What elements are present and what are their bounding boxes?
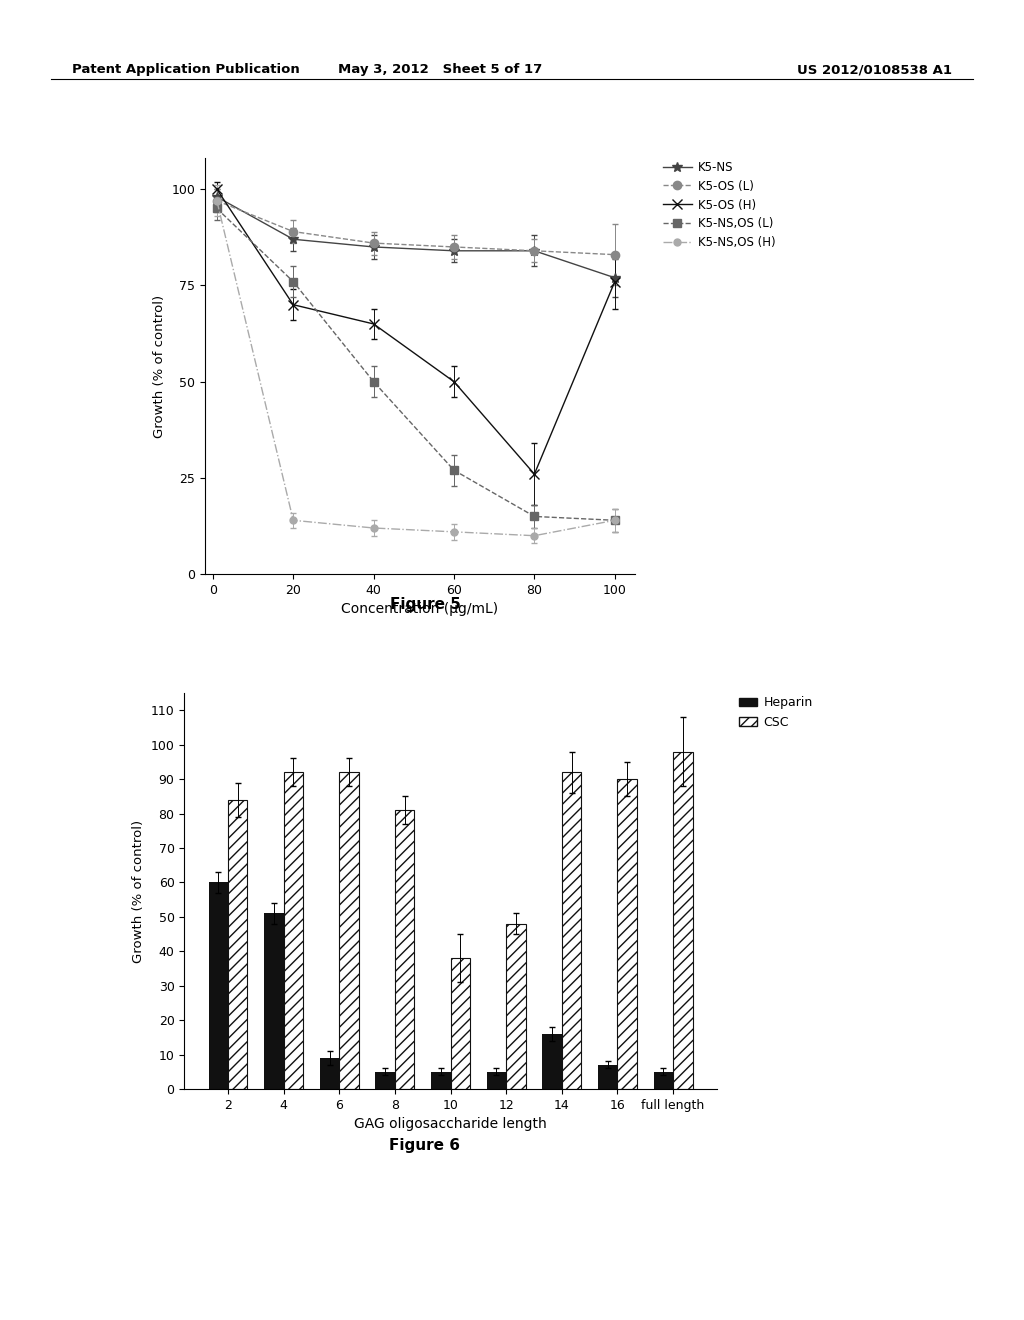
Bar	[673, 751, 692, 1089]
Bar	[376, 1072, 395, 1089]
Bar	[486, 1072, 506, 1089]
Bar	[264, 913, 284, 1089]
Legend: K5-NS, K5-OS (L), K5-OS (H), K5-NS,OS (L), K5-NS,OS (H): K5-NS, K5-OS (L), K5-OS (H), K5-NS,OS (L…	[658, 156, 780, 253]
X-axis label: GAG oligosaccharide length: GAG oligosaccharide length	[354, 1117, 547, 1131]
Bar	[228, 800, 248, 1089]
X-axis label: Concentration (μg/mL): Concentration (μg/mL)	[341, 602, 499, 616]
Text: Patent Application Publication: Patent Application Publication	[72, 63, 299, 77]
Y-axis label: Growth (% of control): Growth (% of control)	[132, 820, 145, 962]
Bar	[209, 882, 228, 1089]
Bar	[598, 1065, 617, 1089]
Bar	[431, 1072, 451, 1089]
Bar	[395, 810, 415, 1089]
Legend: Heparin, CSC: Heparin, CSC	[734, 692, 818, 734]
Bar	[339, 772, 358, 1089]
Bar	[506, 924, 525, 1089]
Text: US 2012/0108538 A1: US 2012/0108538 A1	[798, 63, 952, 77]
Bar	[562, 772, 582, 1089]
Bar	[319, 1059, 339, 1089]
Bar	[543, 1034, 562, 1089]
Y-axis label: Growth (% of control): Growth (% of control)	[153, 294, 166, 438]
Bar	[284, 772, 303, 1089]
Bar	[617, 779, 637, 1089]
Bar	[451, 958, 470, 1089]
Text: May 3, 2012   Sheet 5 of 17: May 3, 2012 Sheet 5 of 17	[338, 63, 543, 77]
Text: Figure 6: Figure 6	[389, 1138, 461, 1152]
Bar	[653, 1072, 673, 1089]
Text: Figure 5: Figure 5	[389, 597, 461, 611]
